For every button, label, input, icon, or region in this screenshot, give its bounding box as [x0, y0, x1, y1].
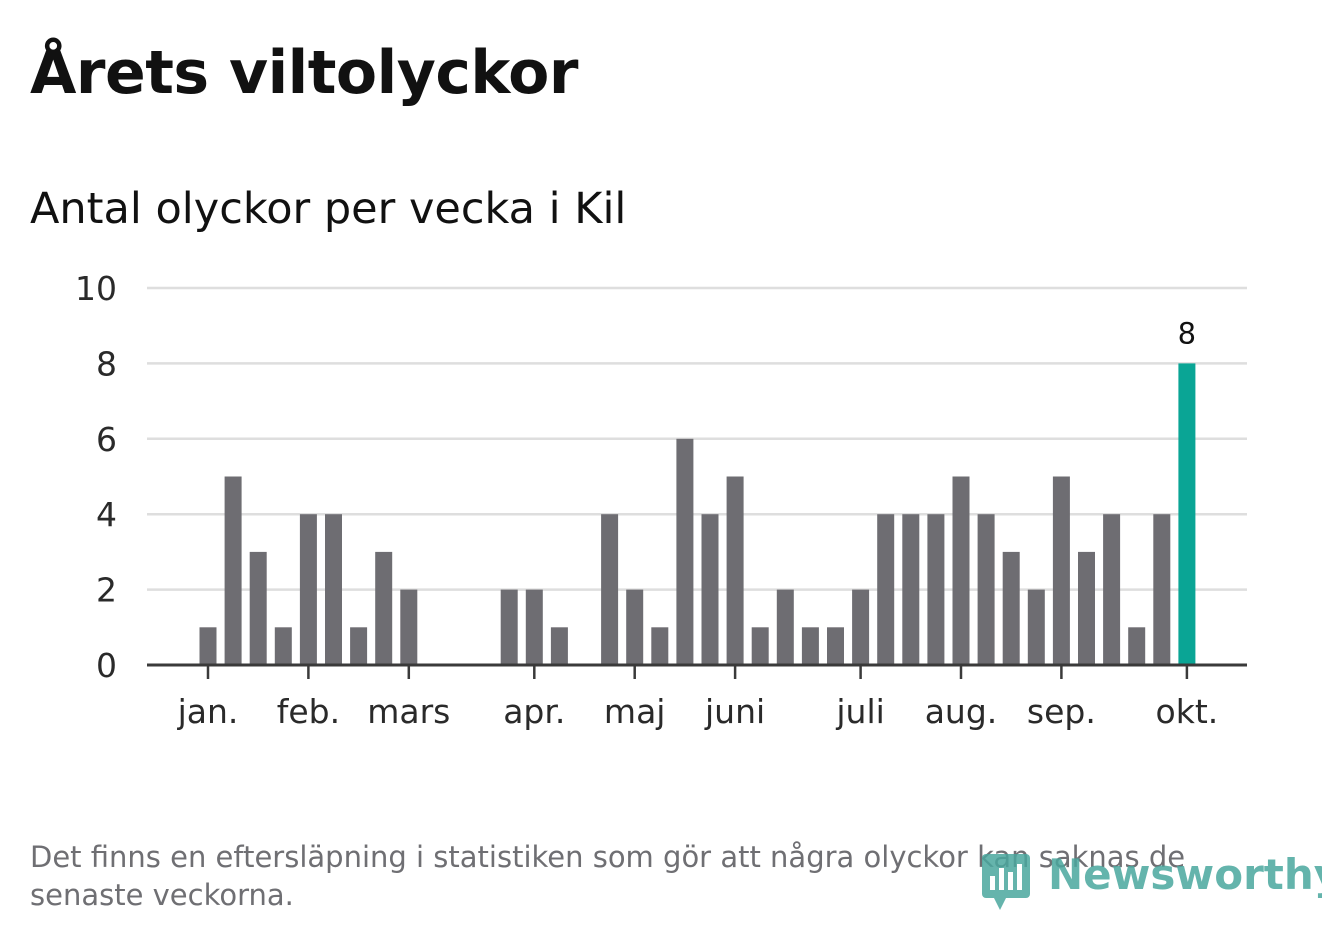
bar-chart: 0 2 4 6 8 10 jan. feb. mars apr. maj juni juli aug. s…	[75, 269, 1247, 731]
bar-highlight	[1178, 363, 1196, 665]
bar	[726, 476, 744, 665]
bar	[852, 589, 870, 665]
bar	[776, 589, 794, 665]
x-tick-label: aug.	[925, 692, 998, 731]
bar	[801, 627, 819, 665]
bar	[1002, 551, 1020, 665]
x-tick-label: feb.	[277, 692, 340, 731]
bar	[299, 514, 317, 665]
bar	[249, 551, 267, 665]
bar	[1052, 476, 1070, 665]
bar	[1027, 589, 1045, 665]
bar	[626, 589, 644, 665]
chart-title: Årets viltolyckor	[30, 38, 579, 108]
newsworthy-logo-icon	[982, 854, 1030, 910]
brand-name: Newsworthy	[1048, 850, 1322, 899]
bars	[199, 363, 1196, 665]
bar	[375, 551, 393, 665]
y-axis-ticks: 0 2 4 6 8 10	[75, 269, 117, 685]
y-tick-label: 4	[96, 495, 117, 534]
bar	[1153, 514, 1171, 665]
x-tick-label: juli	[835, 692, 884, 731]
bar	[199, 627, 217, 665]
bar	[827, 627, 844, 665]
bar	[651, 627, 669, 665]
bar	[525, 589, 543, 665]
x-tick-label: okt.	[1156, 692, 1219, 731]
y-tick-label: 2	[96, 571, 117, 610]
x-tick-label: juni	[704, 692, 765, 731]
bar	[877, 514, 895, 665]
bar	[224, 476, 242, 665]
bar	[325, 514, 342, 665]
y-tick-label: 0	[96, 646, 117, 685]
x-tick-label: jan.	[177, 692, 239, 731]
highlight-value-label: 8	[1178, 316, 1196, 350]
x-tick-label: mars	[367, 692, 450, 731]
bar	[550, 627, 568, 665]
bar	[1128, 627, 1146, 665]
y-tick-label: 8	[96, 344, 117, 383]
y-tick-label: 10	[75, 269, 117, 308]
y-tick-label: 6	[96, 420, 117, 459]
bar	[927, 514, 945, 665]
x-tick-label: sep.	[1027, 692, 1096, 731]
x-tick-label: maj	[604, 692, 666, 731]
brand-logo: Newsworthy	[980, 846, 1322, 910]
bar	[701, 514, 719, 665]
bar	[751, 627, 769, 665]
bar	[350, 627, 368, 665]
x-tick-label: apr.	[503, 692, 565, 731]
bar	[977, 514, 995, 665]
bar	[400, 589, 418, 665]
bar	[676, 438, 694, 665]
bar	[274, 627, 292, 665]
bar	[1103, 514, 1121, 665]
bar	[902, 514, 920, 665]
bar	[952, 476, 970, 665]
chart-subtitle: Antal olyckor per vecka i Kil	[30, 184, 627, 234]
bar	[500, 589, 518, 665]
bar	[1078, 551, 1095, 665]
x-axis-ticks: jan. feb. mars apr. maj juni juli aug. sep. okt.	[177, 665, 1219, 731]
bar	[601, 514, 619, 665]
